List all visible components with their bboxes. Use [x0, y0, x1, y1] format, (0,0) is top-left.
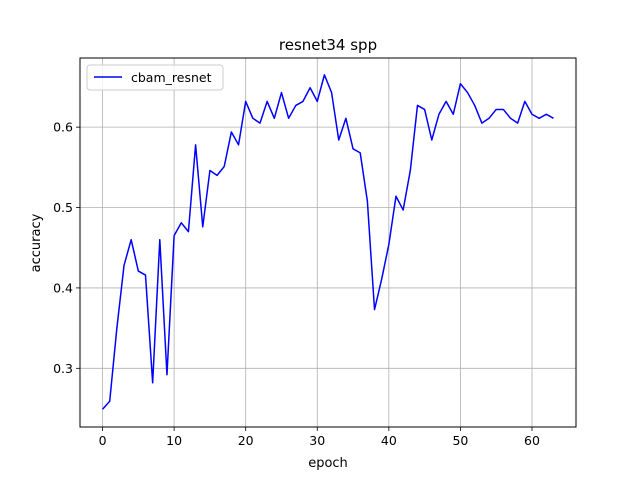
y-tick-label: 0.3: [53, 361, 73, 376]
y-tick-label: 0.4: [53, 280, 73, 295]
y-tick-label: 0.6: [53, 120, 73, 135]
legend: cbam_resnet: [86, 64, 224, 91]
x-tick-label: 10: [166, 433, 182, 448]
y-axis: 0.3 0.4 0.5 0.6: [53, 120, 80, 376]
chart-title: resnet34 spp: [279, 36, 377, 54]
x-tick-label: 30: [309, 433, 325, 448]
x-tick-label: 40: [381, 433, 397, 448]
series-line-cbam-resnet: [101, 74, 554, 410]
legend-entry-label: cbam_resnet: [131, 70, 212, 85]
legend-box: [86, 64, 224, 91]
y-tick-label: 0.5: [53, 200, 73, 215]
x-tick-label: 60: [524, 433, 540, 448]
plot-area-frame: [79, 57, 577, 428]
x-tick-label: 20: [238, 433, 254, 448]
y-axis-label: accuracy: [29, 213, 44, 272]
x-tick-label: 50: [452, 433, 468, 448]
x-axis: 0 10 20 30 40 50 60: [99, 427, 540, 448]
x-axis-label: epoch: [308, 456, 348, 471]
x-tick-label: 0: [99, 433, 107, 448]
